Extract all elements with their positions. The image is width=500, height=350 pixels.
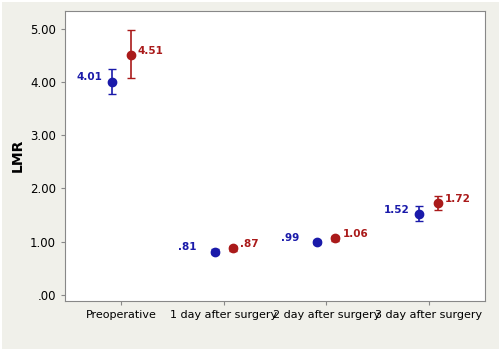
Text: .99: .99	[281, 233, 299, 243]
Y-axis label: LMR: LMR	[10, 139, 24, 173]
Text: .87: .87	[240, 239, 258, 249]
Text: 1.06: 1.06	[342, 229, 368, 239]
Text: 1.72: 1.72	[445, 194, 470, 204]
Text: 4.01: 4.01	[76, 72, 102, 82]
Text: 1.52: 1.52	[384, 204, 409, 215]
Text: .81: .81	[178, 242, 197, 252]
Text: 4.51: 4.51	[138, 46, 164, 56]
